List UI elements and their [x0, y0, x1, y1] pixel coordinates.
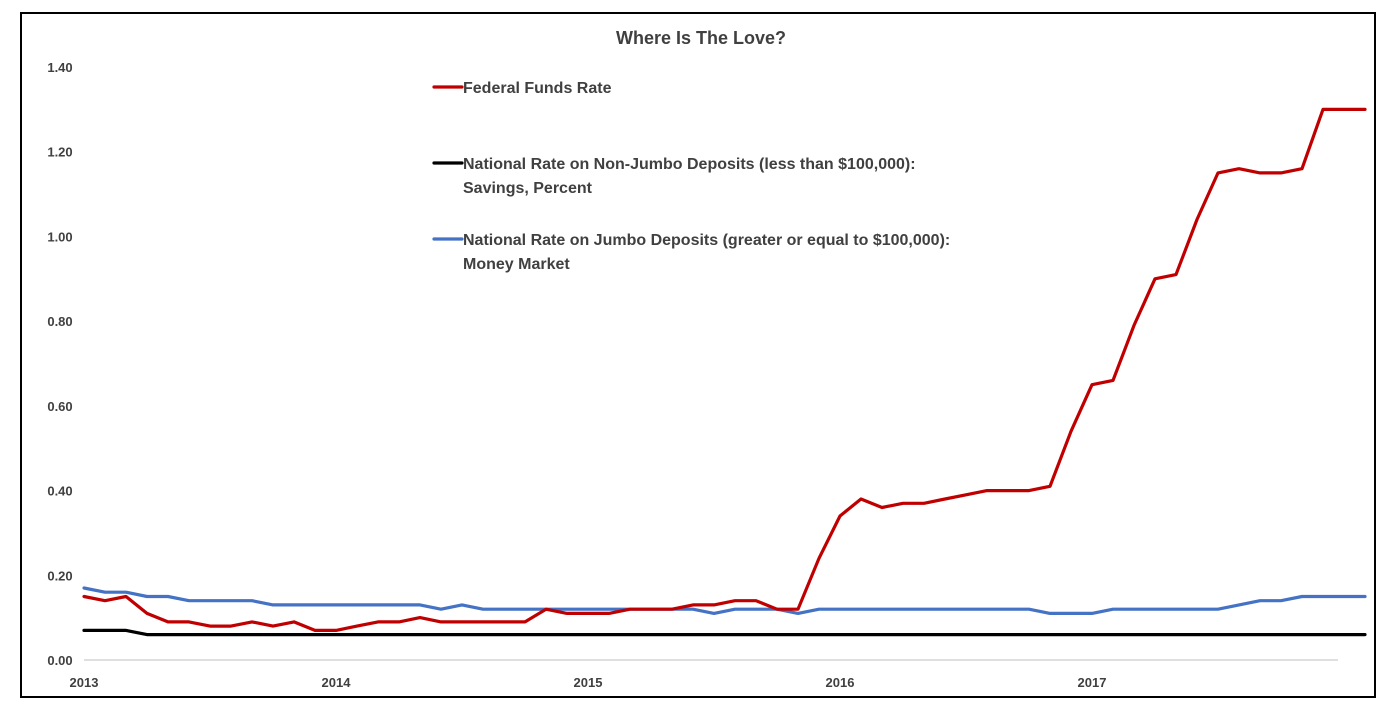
x-tick-label: 2014 — [322, 675, 352, 690]
series-line-1 — [82, 628, 1367, 637]
legend: Federal Funds Rate National Rate on Non-J… — [432, 80, 950, 273]
x-tick-label: 2015 — [574, 675, 603, 690]
x-tick-label: 2017 — [1078, 675, 1107, 690]
y-tick-label: 1.00 — [47, 229, 72, 244]
y-tick-label: 1.40 — [47, 60, 72, 75]
legend-label-1: Savings, Percent — [463, 180, 593, 197]
series-lines — [82, 107, 1367, 637]
y-axis-ticks: 0.00 0.20 0.40 0.60 0.80 1.00 1.20 1.40 — [47, 60, 72, 668]
y-tick-label: 1.20 — [47, 145, 72, 160]
chart-frame: Where Is The Love? 0.00 0.20 0.40 0.60 0.80 1… — [20, 12, 1376, 698]
y-tick-label: 0.40 — [47, 484, 72, 499]
chart-title: Where Is The Love? — [616, 28, 786, 48]
y-tick-label: 0.80 — [47, 314, 72, 329]
y-tick-label: 0.00 — [47, 653, 72, 668]
x-tick-label: 2013 — [70, 675, 99, 690]
x-axis-ticks: 2013 2014 2015 2016 2017 — [70, 675, 1107, 690]
series-line-2 — [82, 586, 1367, 616]
legend-label-1: National Rate on Non-Jumbo Deposits (les… — [463, 156, 916, 173]
y-tick-label: 0.60 — [47, 399, 72, 414]
line-chart: Where Is The Love? 0.00 0.20 0.40 0.60 0.80 1… — [47, 28, 1367, 690]
legend-label-0: Federal Funds Rate — [463, 80, 612, 97]
legend-label-2: National Rate on Jumbo Deposits (greater… — [463, 232, 950, 249]
series-line-0 — [82, 107, 1367, 633]
legend-label-2: Money Market — [463, 256, 570, 273]
x-tick-label: 2016 — [826, 675, 855, 690]
y-tick-label: 0.20 — [47, 568, 72, 583]
